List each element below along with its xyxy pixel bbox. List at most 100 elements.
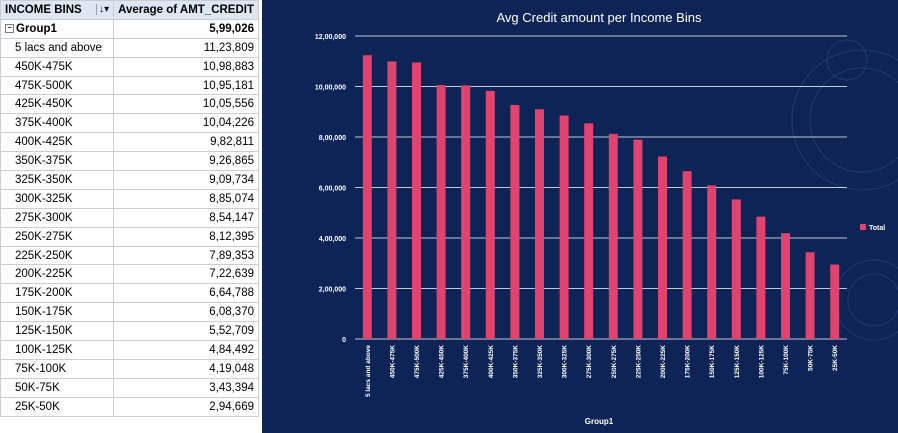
avg-credit-cell[interactable]: 5,52,709 xyxy=(113,321,259,342)
avg-credit-cell[interactable]: 9,09,734 xyxy=(113,170,259,190)
bar[interactable] xyxy=(731,199,741,339)
table-row[interactable]: 75K-100K 4,19,048 xyxy=(0,358,259,379)
income-bin-cell[interactable]: 75K-100K xyxy=(0,358,115,379)
avg-credit-cell[interactable]: 6,08,370 xyxy=(113,302,259,323)
table-row[interactable]: 475K-500K 10,95,181 xyxy=(0,75,259,96)
income-bin-cell[interactable]: 150K-175K xyxy=(0,302,115,323)
bar-chart[interactable]: Avg Credit amount per Income Bins 0 2,00,… xyxy=(262,0,898,433)
pivot-header-row: INCOME BINS ↓▾ Average of AMT_CREDIT xyxy=(0,0,259,20)
income-bin-cell[interactable]: 175K-200K xyxy=(0,283,115,304)
income-bin-cell[interactable]: 275K-300K xyxy=(0,207,115,228)
avg-credit-cell[interactable]: 8,12,395 xyxy=(113,226,259,247)
bar[interactable] xyxy=(756,216,766,339)
table-row[interactable]: 250K-275K 8,12,395 xyxy=(0,226,259,247)
avg-credit-cell[interactable]: 10,95,181 xyxy=(113,75,259,96)
avg-credit-cell[interactable]: 4,84,492 xyxy=(113,340,259,360)
table-row[interactable]: 275K-300K 8,54,147 xyxy=(0,207,259,228)
avg-credit-cell[interactable]: 6,64,788 xyxy=(113,283,259,304)
income-bins-header[interactable]: INCOME BINS ↓▾ xyxy=(0,0,115,20)
table-row[interactable]: 450K-475K 10,98,883 xyxy=(0,56,259,77)
income-bin-cell[interactable]: 350K-375K xyxy=(0,151,115,172)
sort-filter-icon[interactable]: ↓▾ xyxy=(96,3,109,15)
income-bin-cell[interactable]: 225K-250K xyxy=(0,245,115,266)
avg-credit-cell[interactable]: 3,43,394 xyxy=(113,377,259,398)
bar[interactable] xyxy=(707,185,717,339)
bar[interactable] xyxy=(805,252,815,339)
bar[interactable] xyxy=(830,264,840,339)
income-bins-header-label: INCOME BINS xyxy=(5,3,82,16)
group-value-cell[interactable]: 5,99,026 xyxy=(113,18,259,39)
table-row[interactable]: 50K-75K 3,43,394 xyxy=(0,377,259,398)
avg-credit-cell[interactable]: 9,82,811 xyxy=(113,132,259,153)
income-bin-cell[interactable]: 50K-75K xyxy=(0,377,115,398)
table-row[interactable]: 200K-225K 7,22,639 xyxy=(0,264,259,285)
bar[interactable] xyxy=(436,85,446,339)
table-row[interactable]: 175K-200K 6,64,788 xyxy=(0,283,259,304)
legend[interactable]: Total xyxy=(860,224,885,232)
bar[interactable] xyxy=(608,133,618,339)
income-bin-cell[interactable]: 200K-225K xyxy=(0,264,115,285)
avg-credit-cell[interactable]: 10,05,556 xyxy=(113,94,259,115)
bar[interactable] xyxy=(559,115,569,339)
x-tick-label: 100K-125K xyxy=(758,345,765,379)
avg-credit-cell[interactable]: 7,89,353 xyxy=(113,245,259,266)
avg-credit-cell[interactable]: 9,26,865 xyxy=(113,151,259,172)
bar[interactable] xyxy=(485,90,495,339)
table-row[interactable]: 375K-400K 10,04,226 xyxy=(0,113,259,134)
table-row[interactable]: 225K-250K 7,89,353 xyxy=(0,245,259,266)
income-bin-cell[interactable]: 475K-500K xyxy=(0,75,115,96)
avg-credit-cell[interactable]: 4,19,048 xyxy=(113,358,259,379)
income-bin-cell[interactable]: 325K-350K xyxy=(0,170,115,190)
group-row[interactable]: − Group1 5,99,026 xyxy=(0,18,259,39)
income-bin-cell[interactable]: 25K-50K xyxy=(0,396,115,417)
table-row[interactable]: 5 lacs and above 11,23,809 xyxy=(0,37,259,58)
income-bin-cell[interactable]: 375K-400K xyxy=(0,113,115,134)
avg-credit-cell[interactable]: 11,23,809 xyxy=(113,37,259,58)
x-axis: 5 lacs and above 450K-475K 475K-500K 425K-4… xyxy=(365,345,839,397)
bar[interactable] xyxy=(584,123,594,339)
bar-series[interactable] xyxy=(362,55,840,340)
income-bin-cell[interactable]: 5 lacs and above xyxy=(0,37,115,58)
table-row[interactable]: 300K-325K 8,85,074 xyxy=(0,188,259,209)
decorative-circle xyxy=(833,259,898,341)
bar[interactable] xyxy=(658,156,667,339)
table-row[interactable]: 350K-375K 9,26,865 xyxy=(0,151,259,172)
table-row[interactable]: 325K-350K 9,09,734 xyxy=(0,170,259,190)
bar[interactable] xyxy=(633,139,643,339)
bar[interactable] xyxy=(412,62,421,339)
chart-panel[interactable]: Avg Credit amount per Income Bins 0 2,00,… xyxy=(262,0,898,433)
bar[interactable] xyxy=(387,61,397,339)
bar[interactable] xyxy=(510,104,520,340)
avg-credit-cell[interactable]: 2,94,669 xyxy=(113,396,259,417)
income-bin-cell[interactable]: 450K-475K xyxy=(0,56,115,77)
table-row[interactable]: 150K-175K 6,08,370 xyxy=(0,302,259,323)
avg-credit-cell[interactable]: 8,54,147 xyxy=(113,207,259,228)
table-row[interactable]: 425K-450K 10,05,556 xyxy=(0,94,259,115)
bar[interactable] xyxy=(535,109,544,339)
bar[interactable] xyxy=(461,85,471,339)
income-bin-cell[interactable]: 400K-425K xyxy=(0,132,115,153)
income-bin-cell[interactable]: 250K-275K xyxy=(0,226,115,247)
table-row[interactable]: 25K-50K 2,94,669 xyxy=(0,396,259,417)
table-row[interactable]: 100K-125K 4,84,492 xyxy=(0,340,259,360)
income-bin-cell[interactable]: 425K-450K xyxy=(0,94,115,115)
table-row[interactable]: 400K-425K 9,82,811 xyxy=(0,132,259,153)
x-tick-label: 400K-425K xyxy=(488,345,495,379)
bar[interactable] xyxy=(781,233,790,339)
group-label-cell[interactable]: − Group1 xyxy=(0,18,115,39)
avg-credit-cell[interactable]: 7,22,639 xyxy=(113,264,259,285)
x-tick-label: 450K-475K xyxy=(389,345,396,379)
avg-credit-cell[interactable]: 10,98,883 xyxy=(113,56,259,77)
avg-amt-credit-header[interactable]: Average of AMT_CREDIT xyxy=(113,0,259,20)
income-bin-cell[interactable]: 300K-325K xyxy=(0,188,115,209)
table-row[interactable]: 125K-150K 5,52,709 xyxy=(0,321,259,342)
bar[interactable] xyxy=(362,55,372,340)
bar[interactable] xyxy=(682,171,692,339)
income-bin-cell[interactable]: 100K-125K xyxy=(0,340,115,360)
income-bin-cell[interactable]: 125K-150K xyxy=(0,321,115,342)
collapse-icon[interactable]: − xyxy=(5,24,14,34)
decorative-circle xyxy=(809,67,898,173)
avg-credit-cell[interactable]: 10,04,226 xyxy=(113,113,259,134)
group-label: Group1 xyxy=(16,22,57,35)
avg-credit-cell[interactable]: 8,85,074 xyxy=(113,188,259,209)
